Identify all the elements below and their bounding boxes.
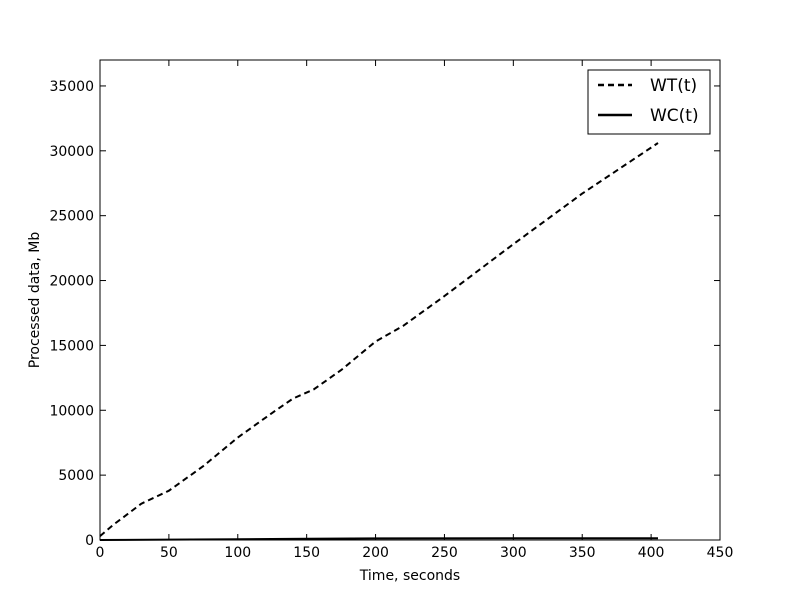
x-axis-label: Time, seconds [359,568,460,584]
x-tick-label: 150 [293,545,320,561]
x-tick-label: 0 [96,545,105,561]
y-tick-label: 30000 [49,144,94,160]
plot-area [100,60,720,540]
y-tick-label: 35000 [49,79,94,95]
x-tick-label: 400 [638,545,665,561]
legend-box [587,69,711,135]
y-axis-label: Processed data, Mb [27,232,43,369]
y-tick-label: 25000 [49,209,94,225]
y-tick-label: 5000 [58,468,94,484]
y-axis: 0 5000 10000 15000 20000 25000 30000 35000 [49,79,720,549]
x-tick-label: 50 [160,545,178,561]
y-tick-label: 0 [85,533,94,549]
y-tick-label: 15000 [49,338,94,354]
y-tick-label: 20000 [49,274,94,290]
x-axis: 0 50 100 150 200 250 300 350 400 450 [96,60,734,561]
legend-label-2: WC(t) [650,106,699,126]
legend-label-1: WT(t) [650,76,697,96]
x-tick-label: 250 [431,545,458,561]
plot-frame [99,59,721,541]
legend: WT(t) WC(t) [587,69,711,135]
x-tick-label: 200 [362,545,389,561]
x-tick-label: 450 [707,545,734,561]
x-tick-label: 350 [569,545,596,561]
x-tick-label: 100 [224,545,251,561]
x-tick-label: 300 [500,545,527,561]
y-tick-label: 10000 [49,403,94,419]
